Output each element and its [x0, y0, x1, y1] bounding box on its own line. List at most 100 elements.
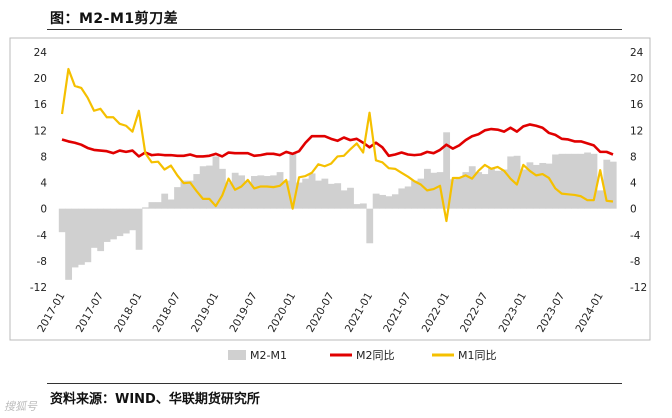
area-bar-m2-m1	[520, 169, 527, 209]
y-tick-label-left: 16	[34, 99, 48, 111]
area-bar-m2-m1	[218, 168, 226, 209]
area-bar-m2-m1	[577, 153, 585, 209]
area-bar-m2-m1	[340, 190, 348, 209]
area-bar-m2-m1	[545, 163, 553, 209]
area-bar-m2-m1	[609, 161, 617, 209]
x-tick-label: 2022-01	[420, 291, 452, 335]
area-bar-m2-m1	[347, 187, 354, 209]
area-bar-m2-m1	[391, 194, 399, 209]
area-bar-m2-m1	[84, 208, 92, 263]
y-tick-label-left: 20	[34, 73, 47, 85]
area-bar-m2-m1	[302, 178, 310, 209]
area-bar-m2-m1	[161, 193, 169, 209]
legend: M2-M1 M2同比 M1同比	[228, 349, 497, 362]
x-tick-label: 2018-01	[112, 291, 144, 335]
x-tick-label: 2017-07	[74, 291, 106, 335]
area-bar-m2-m1	[90, 208, 98, 248]
y-tick-label-right: 4	[630, 178, 637, 190]
area-bar-m2-m1	[270, 175, 278, 209]
top-rule	[47, 29, 622, 30]
y-tick-label-left: 4	[40, 178, 47, 190]
area-bar-m2-m1	[257, 175, 265, 209]
x-tick-label: 2021-07	[381, 291, 413, 335]
area-bar-m2-m1	[199, 166, 207, 209]
series-layer	[58, 67, 617, 280]
line-m2-yoy	[61, 123, 614, 158]
area-bar-m2-m1	[366, 208, 374, 244]
line-m1-yoy	[60, 67, 614, 223]
area-bar-m2-m1	[276, 172, 284, 209]
area-bar-m2-m1	[251, 176, 258, 209]
x-tick-label: 2019-01	[189, 291, 221, 335]
area-bar-m2-m1	[526, 162, 534, 209]
area-bar-m2-m1	[244, 181, 252, 209]
y-tick-label-right: 20	[630, 73, 643, 85]
y-tick-label-right: -12	[630, 282, 647, 294]
area-bar-m2-m1	[398, 188, 406, 209]
y-tick-label-left: 24	[34, 47, 48, 59]
area-bar-m2-m1	[167, 199, 175, 209]
area-bar-m2-m1	[174, 187, 181, 209]
y-tick-label-right: 0	[630, 204, 637, 216]
area-bar-m2-m1	[494, 170, 502, 209]
area-bar-m2-m1	[154, 202, 162, 209]
area-bar-m2-m1	[385, 196, 393, 209]
area-bar-m2-m1	[334, 183, 342, 209]
x-tick-label: 2021-01	[343, 291, 375, 335]
y-tick-label-left: -4	[37, 230, 48, 242]
area-bar-m2-m1	[359, 203, 367, 209]
area-bar-m2-m1	[97, 208, 105, 252]
watermark-text: 搜狐号	[4, 400, 37, 413]
area-bar-m2-m1	[379, 194, 386, 209]
area-bar-m2-m1	[468, 166, 476, 209]
y-tick-label-right: 8	[630, 151, 637, 163]
area-bar-m2-m1	[423, 168, 431, 209]
area-bar-m2-m1	[507, 156, 515, 209]
y-tick-label-left: 8	[40, 151, 47, 163]
area-bar-m2-m1	[122, 208, 130, 234]
area-bar-m2-m1	[558, 153, 566, 209]
area-bar-m2-m1	[289, 153, 297, 209]
area-bar-m2-m1	[295, 182, 303, 209]
area-bar-m2-m1	[116, 208, 124, 237]
area-bar-m2-m1	[552, 154, 559, 209]
area-bar-m2-m1	[488, 168, 495, 209]
area-bar-m2-m1	[417, 178, 425, 209]
area-bar-m2-m1	[142, 207, 149, 209]
y-tick-label-left: -8	[37, 256, 47, 268]
y-tick-label-right: -4	[630, 230, 641, 242]
chart-title: 图：M2-M1剪刀差	[50, 11, 179, 27]
area-bar-m2-m1	[308, 173, 316, 209]
area-bar-m2-m1	[481, 174, 489, 209]
area-bar-m2-m1	[532, 164, 540, 209]
x-tick-label: 2023-01	[497, 291, 529, 335]
x-tick-label: 2020-07	[304, 291, 336, 335]
y-tick-label-left: -12	[30, 282, 47, 294]
x-tick-label: 2018-07	[151, 291, 183, 335]
area-bar-m2-m1	[590, 153, 598, 209]
area-bar-m2-m1	[456, 177, 463, 209]
y-tick-label-right: 24	[630, 47, 644, 59]
area-bar-m2-m1	[180, 180, 188, 209]
area-bar-m2-m1	[500, 169, 508, 209]
area-bar-m2-m1	[564, 153, 572, 209]
area-bar-m2-m1	[283, 180, 290, 209]
right-y-axis: -12 -8 -4 0 4 8 12 16 20 24	[630, 47, 647, 294]
area-bar-m2-m1	[212, 156, 220, 209]
bottom-rule	[47, 383, 622, 384]
area-bar-m2-m1	[603, 159, 611, 209]
area-bar-m2-m1	[103, 208, 111, 242]
area-bar-m2-m1	[411, 180, 418, 209]
area-bar-m2-m1	[148, 202, 156, 209]
plot-frame	[9, 37, 651, 341]
area-bar-m2-m1	[315, 180, 322, 209]
area-bar-m2-m1	[78, 208, 85, 265]
y-tick-label-left: 12	[34, 125, 47, 137]
x-tick-label: 2022-07	[458, 291, 490, 335]
area-bar-m2-m1	[206, 165, 213, 209]
legend-swatch-m2-m1	[228, 350, 246, 360]
area-bar-m2-m1	[571, 153, 579, 209]
area-bar-m2-m1	[404, 186, 412, 209]
area-bar-m2-m1	[58, 208, 66, 233]
